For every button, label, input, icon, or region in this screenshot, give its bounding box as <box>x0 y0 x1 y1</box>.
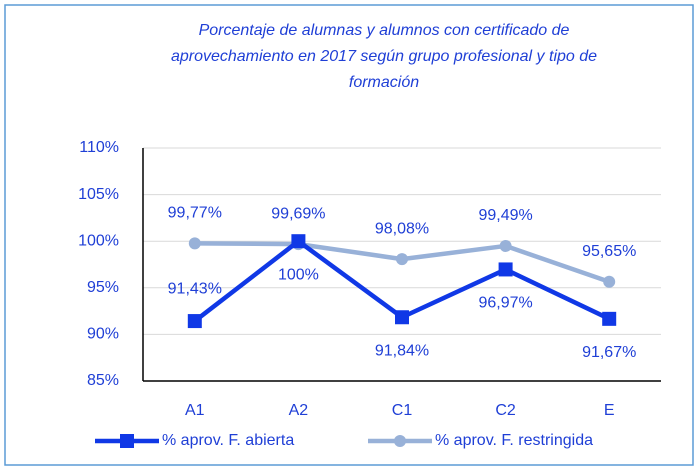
legend-label: % aprov. F. restringida <box>435 432 593 449</box>
data-point <box>187 314 202 329</box>
legend-label: % aprov. F. abierta <box>162 432 294 449</box>
data-point <box>188 237 201 250</box>
chart-border <box>4 4 694 466</box>
data-label: 96,97% <box>478 295 532 312</box>
chart-title: Porcentaje de alumnas y alumnos con cert… <box>199 22 570 39</box>
y-tick-label: 105% <box>78 186 119 203</box>
data-label: 100% <box>278 266 319 283</box>
data-label: 95,65% <box>582 243 636 260</box>
chart-title: aprovechamiento en 2017 según grupo prof… <box>171 48 597 65</box>
chart-title: formación <box>349 74 419 91</box>
x-tick-label: C2 <box>495 402 516 419</box>
data-label: 91,84% <box>375 342 429 359</box>
data-label: 99,49% <box>478 207 532 224</box>
data-label: 99,77% <box>168 205 222 222</box>
data-point <box>396 253 408 266</box>
data-label: 99,69% <box>271 205 325 222</box>
data-label: 98,08% <box>375 220 429 237</box>
data-point <box>499 239 512 252</box>
x-tick-label: E <box>604 402 615 419</box>
data-point <box>603 275 616 288</box>
y-tick-label: 100% <box>78 232 119 249</box>
data-label: 91,67% <box>582 344 636 361</box>
y-tick-label: 110% <box>79 139 119 156</box>
x-tick-label: A1 <box>185 402 205 419</box>
data-point <box>395 310 409 325</box>
x-tick-label: C1 <box>392 402 413 419</box>
legend-marker <box>394 435 406 447</box>
y-tick-label: 85% <box>87 372 119 389</box>
data-point <box>291 234 306 249</box>
data-label: 91,43% <box>168 280 222 297</box>
data-point <box>602 311 617 326</box>
y-tick-label: 95% <box>87 279 119 296</box>
legend-marker <box>120 434 134 448</box>
data-point <box>498 262 513 277</box>
x-tick-label: A2 <box>289 402 309 419</box>
y-tick-label: 90% <box>87 326 119 343</box>
